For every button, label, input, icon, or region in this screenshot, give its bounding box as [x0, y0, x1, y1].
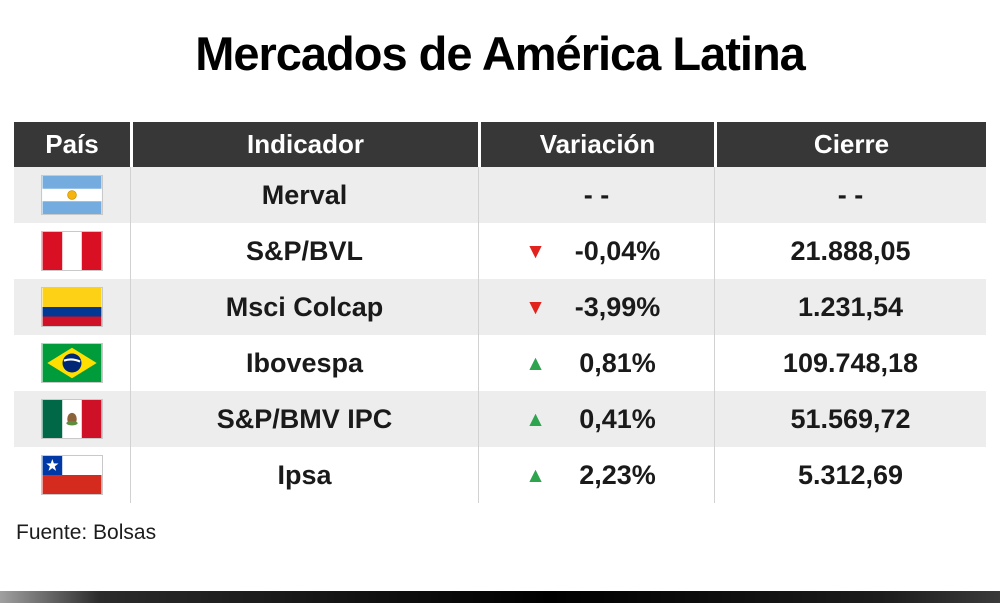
variation-value: 2,23% [579, 459, 656, 490]
close-cell: 109.748,18 [714, 335, 986, 391]
up-triangle-icon [524, 409, 548, 430]
indicator-cell: Msci Colcap [130, 279, 478, 335]
table-row: Msci Colcap -3,99% 1.231,54 [14, 279, 986, 335]
indicator-cell: S&P/BVL [130, 223, 478, 279]
indicator-cell: Merval [130, 167, 478, 223]
variation-cell: -0,04% [478, 223, 714, 279]
peru-flag-icon [41, 231, 103, 271]
table-row: S&P/BMV IPC 0,41% 51.569,72 [14, 391, 986, 447]
markets-table: País Indicador Variación Cierre Merval -… [14, 122, 986, 503]
brazil-flag-icon [41, 343, 103, 383]
table-row: Ibovespa 0,81% 109.748,18 [14, 335, 986, 391]
variation-cell: 0,81% [478, 335, 714, 391]
variation-cell: - - [478, 167, 714, 223]
table-row: Ipsa 2,23% 5.312,69 [14, 447, 986, 503]
mexico-flag-icon [41, 399, 103, 439]
close-cell: - - [714, 167, 986, 223]
header-pais: País [45, 129, 99, 159]
down-triangle-icon [524, 241, 548, 262]
table-row: Merval - - - - [14, 167, 986, 223]
variation-value: -3,99% [574, 291, 661, 322]
country-cell [14, 167, 130, 223]
country-cell [14, 391, 130, 447]
header-cierre: Cierre [714, 122, 986, 167]
variation-cell: -3,99% [478, 279, 714, 335]
indicator-cell: S&P/BMV IPC [130, 391, 478, 447]
close-cell: 51.569,72 [714, 391, 986, 447]
header-variacion: Variación [478, 122, 714, 167]
variation-value: -0,04% [574, 235, 661, 266]
indicator-cell: Ipsa [130, 447, 478, 503]
variation-value: 0,81% [579, 347, 656, 378]
page-title: Mercados de América Latina [195, 27, 806, 80]
country-cell [14, 223, 130, 279]
colombia-flag-icon [41, 287, 103, 327]
indicator-cell: Ibovespa [130, 335, 478, 391]
variation-cell: 2,23% [478, 447, 714, 503]
close-cell: 21.888,05 [714, 223, 986, 279]
up-triangle-icon [524, 465, 548, 486]
variation-value: 0,41% [579, 403, 656, 434]
variation-value: - - [583, 179, 610, 210]
argentina-flag-icon [41, 175, 103, 215]
variation-cell: 0,41% [478, 391, 714, 447]
country-cell [14, 335, 130, 391]
chile-flag-icon [41, 455, 103, 495]
source-credit: Fuente: Bolsas [16, 521, 157, 544]
country-cell [14, 447, 130, 503]
table-row: S&P/BVL -0,04% 21.888,05 [14, 223, 986, 279]
table-header-row: País Indicador Variación Cierre [14, 122, 986, 167]
down-triangle-icon [524, 297, 548, 318]
country-cell [14, 279, 130, 335]
close-cell: 5.312,69 [714, 447, 986, 503]
header-indicador: Indicador [130, 122, 478, 167]
up-triangle-icon [524, 353, 548, 374]
close-cell: 1.231,54 [714, 279, 986, 335]
bottom-bar [0, 591, 1000, 603]
